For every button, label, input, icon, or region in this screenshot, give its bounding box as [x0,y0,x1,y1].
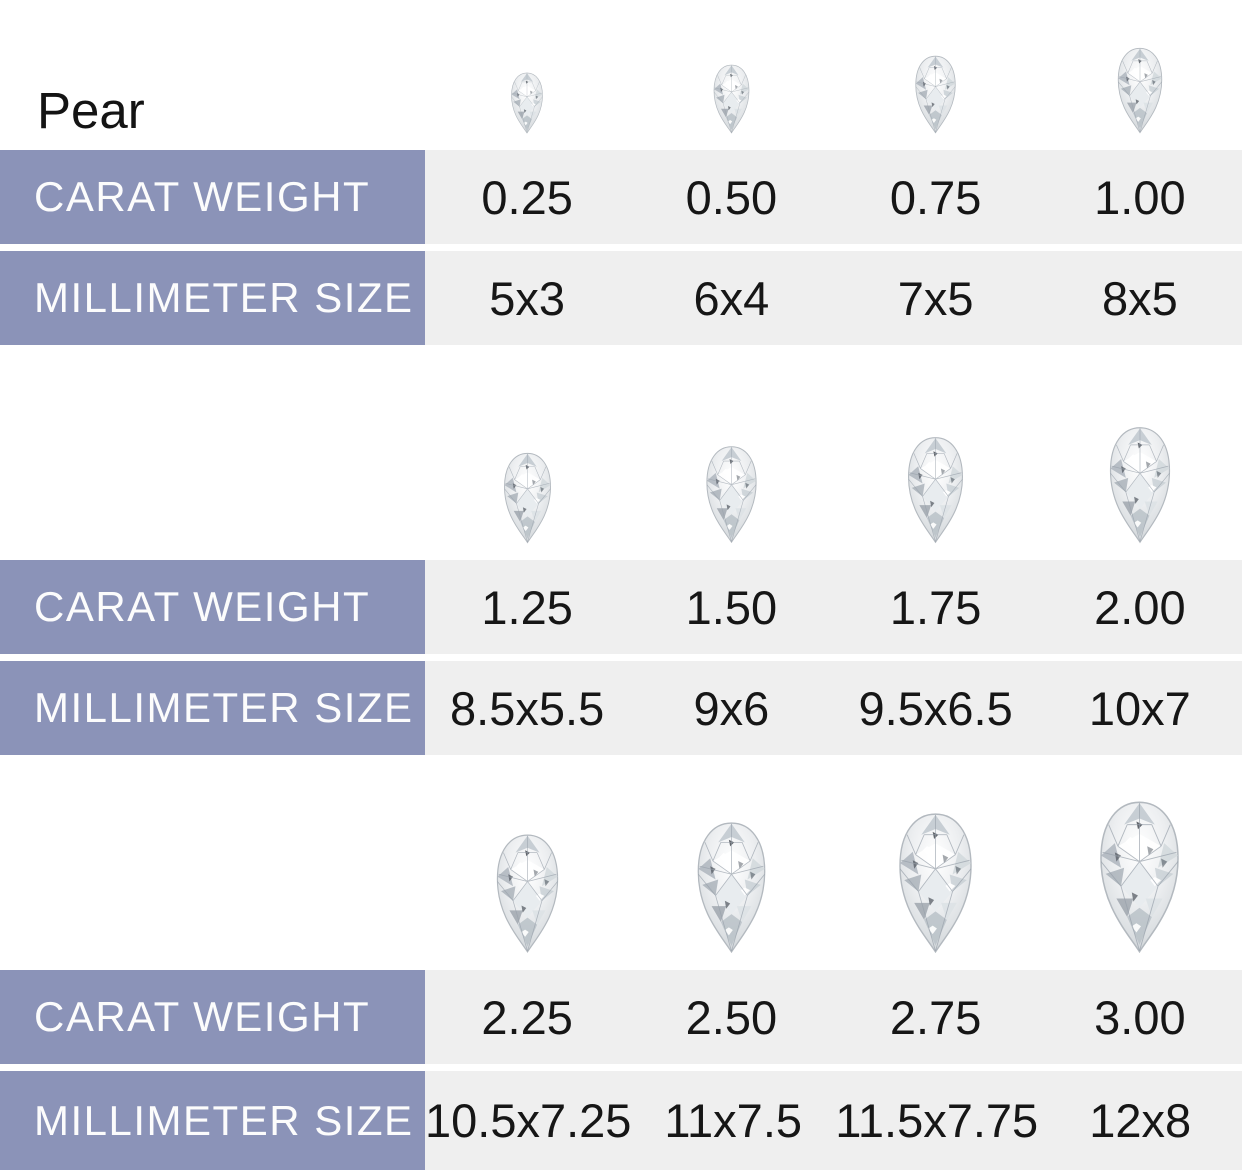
mm-value: 5x3 [425,251,630,345]
carat-weight-row: CARAT WEIGHT 2.25 2.50 2.75 3.00 [0,970,1242,1064]
pear-diamond-icon [498,452,557,544]
pear-diamond-icon [1102,426,1178,544]
carat-weight-row: CARAT WEIGHT 0.25 0.50 0.75 1.00 [0,150,1242,244]
millimeter-size-label: MILLIMETER SIZE [0,251,425,345]
title-cell: Pear [0,85,425,150]
pear-diamond-icon [489,833,566,954]
carat-value: 2.00 [1037,560,1242,654]
diamond-cell [1038,47,1242,150]
millimeter-size-row: MILLIMETER SIZE 10.5x7.25 11x7.5 11.5x7.… [0,1071,1242,1170]
pear-diamond-icon [1090,800,1189,954]
diamond-cell [629,821,833,970]
carat-weight-row: CARAT WEIGHT 1.25 1.50 1.75 2.00 [0,560,1242,654]
carat-weight-label: CARAT WEIGHT [0,560,425,654]
mm-value: 9.5x6.5 [833,661,1038,755]
millimeter-size-row: MILLIMETER SIZE 8.5x5.5 9x6 9.5x6.5 10x7 [0,661,1242,755]
row-divider [0,244,1242,251]
pear-diamond-icon [901,436,970,544]
diamond-image-row: Pear [0,0,1242,150]
carat-value: 2.50 [629,970,834,1064]
carat-value: 0.50 [629,150,834,244]
carat-value: 0.25 [425,150,630,244]
page-title: Pear [37,82,145,139]
millimeter-size-label: MILLIMETER SIZE [0,661,425,755]
carat-value: 1.75 [833,560,1038,654]
diamond-cell [834,436,1038,560]
size-section-3: CARAT WEIGHT 2.25 2.50 2.75 3.00 MILLIME… [0,755,1242,1170]
pear-diamond-icon [709,64,754,134]
pear-diamond-icon [890,812,981,954]
diamond-cell [1038,800,1242,970]
carat-value: 1.50 [629,560,834,654]
pear-diamond-icon [700,445,763,544]
size-section-2: CARAT WEIGHT 1.25 1.50 1.75 2.00 MILLIME… [0,345,1242,755]
mm-value: 8.5x5.5 [425,661,630,755]
diamond-cell [629,445,833,560]
carat-value: 3.00 [1037,970,1242,1064]
diamond-cell [425,72,629,150]
pear-diamond-icon [689,821,774,954]
row-divider [0,654,1242,661]
diamond-image-row [0,755,1242,970]
diamond-image-row [0,345,1242,560]
mm-value: 7x5 [833,251,1038,345]
mm-value: 10.5x7.25 [425,1071,632,1170]
carat-value: 0.75 [833,150,1038,244]
mm-value: 9x6 [629,661,834,755]
mm-value: 6x4 [629,251,834,345]
carat-value: 1.25 [425,560,630,654]
carat-value: 2.75 [833,970,1038,1064]
row-divider [0,1064,1242,1071]
pear-diamond-icon [1112,47,1168,134]
diamond-cell [629,64,833,150]
carat-value: 2.25 [425,970,630,1064]
diamond-cell [425,833,629,970]
millimeter-size-label: MILLIMETER SIZE [0,1071,425,1170]
mm-value: 10x7 [1037,661,1242,755]
size-section-1: Pear CARAT WEIGHT 0.25 0.50 0.75 1.00 M [0,0,1242,345]
mm-value: 11x7.5 [631,1071,835,1170]
diamond-cell [834,55,1038,150]
diamond-cell [425,452,629,560]
mm-value: 11.5x7.75 [834,1071,1039,1170]
mm-value: 12x8 [1038,1071,1242,1170]
carat-weight-label: CARAT WEIGHT [0,970,425,1064]
mm-value: 8x5 [1037,251,1242,345]
diamond-cell [1038,426,1242,560]
carat-weight-label: CARAT WEIGHT [0,150,425,244]
millimeter-size-row: MILLIMETER SIZE 5x3 6x4 7x5 8x5 [0,251,1242,345]
carat-value: 1.00 [1037,150,1242,244]
pear-diamond-icon [507,72,547,134]
pear-diamond-icon [910,55,961,134]
diamond-cell [834,812,1038,970]
